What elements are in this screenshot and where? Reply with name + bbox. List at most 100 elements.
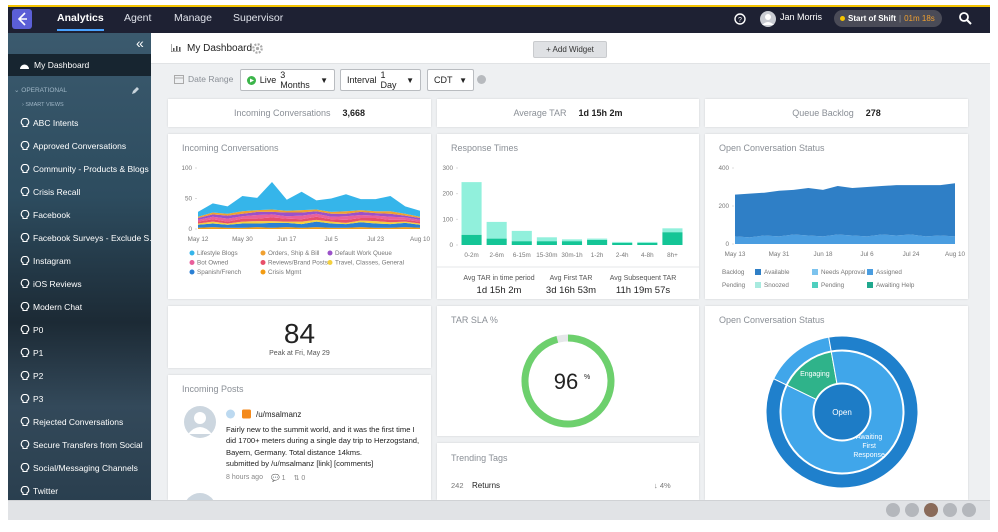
timezone-select[interactable]: CDT ▼: [427, 69, 474, 91]
bulb: [21, 256, 28, 264]
comment-value: 1: [282, 475, 286, 482]
open-chart: 0200400May 13May 31Jun 18Jul 6Jul 24Aug …: [705, 134, 968, 299]
caret: ▼: [320, 76, 328, 85]
bar: [612, 243, 632, 245]
interval-select[interactable]: Interval 1 Day ▼: [340, 69, 421, 91]
x-tick-label: Jul 5: [325, 236, 339, 243]
sidebar-item[interactable]: Social/Messaging Channels: [8, 458, 151, 478]
bulb: [21, 118, 28, 126]
bulb: [21, 210, 28, 218]
sidebar-item-label: Approved Conversations: [33, 141, 126, 151]
stat-value: 1d 15h 2m: [579, 108, 623, 118]
bulb: [21, 394, 28, 402]
bulb: [21, 440, 28, 448]
dashboard-link[interactable]: My Dashboard: [8, 54, 151, 76]
edit-icon[interactable]: [131, 87, 139, 95]
user-name[interactable]: Jan Morris: [780, 12, 822, 22]
bar: [587, 240, 607, 245]
post-submitted: submitted by /u/msalmanz [link] [comment…: [226, 459, 373, 468]
sidebar-item[interactable]: Secure Transfers from Social: [8, 435, 151, 455]
sidebar-item[interactable]: P1: [8, 343, 151, 363]
tag-change-value: 4%: [660, 481, 671, 490]
logo[interactable]: [12, 9, 32, 29]
settings-icon[interactable]: [252, 43, 263, 54]
bulb-icon: [20, 233, 30, 243]
legend-label: Orders, Ship & Bill: [268, 250, 319, 257]
section-label[interactable]: ⌄ OPERATIONAL: [14, 86, 67, 94]
legend-swatch: [812, 282, 818, 288]
legend-label: Awaiting Help: [876, 282, 915, 289]
sidebar-item[interactable]: P0: [8, 320, 151, 340]
share-value: 0: [301, 475, 305, 482]
search-icon[interactable]: [959, 12, 972, 25]
bulb-icon: [20, 325, 30, 335]
legend-swatch: [755, 269, 761, 275]
segment-label: Engaging: [800, 371, 830, 378]
bulb-icon: [20, 141, 30, 151]
sidebar-item[interactable]: P2: [8, 366, 151, 386]
sidebar-item[interactable]: Twitter: [8, 481, 151, 500]
bar: [462, 182, 482, 235]
tag-name[interactable]: Returns: [472, 481, 500, 490]
x-tick-label: 6-15m: [513, 252, 531, 259]
y-tick-label: 0: [449, 242, 453, 249]
stat-label: Average TAR: [513, 108, 566, 118]
sidebar-item[interactable]: Modern Chat: [8, 297, 151, 317]
bulb: [21, 164, 28, 172]
legend-label: Travel, Classes, General: [335, 260, 404, 267]
nav-tab[interactable]: Supervisor: [233, 7, 283, 31]
interval-label: Interval: [347, 75, 377, 85]
x-tick-label: Jul 24: [903, 251, 920, 258]
legend-label: Lifestyle Blogs: [197, 250, 238, 257]
tag-change: ↓ 4%: [654, 481, 671, 490]
nav-tab[interactable]: Manage: [174, 7, 212, 31]
top-nav: ? Jan Morris Start of Shift | 01m 18s An…: [8, 5, 990, 33]
sidebar-item-label: P1: [33, 348, 43, 358]
sidebar-item-label: Twitter: [33, 486, 58, 496]
legend-label: Needs Approval: [821, 269, 865, 276]
area: [735, 235, 955, 245]
bulb-icon: [20, 394, 30, 404]
collapse-button[interactable]: «: [136, 35, 144, 51]
gauge-value: 96: [554, 369, 578, 394]
sidebar-item[interactable]: Crisis Recall: [8, 182, 151, 202]
stat-value: 278: [866, 108, 881, 118]
bar: [462, 235, 482, 245]
help-icon[interactable]: ?: [734, 13, 746, 25]
agent-avatars[interactable]: [884, 502, 984, 519]
stat-label: Incoming Conversations: [234, 108, 331, 118]
legend-swatch: [261, 260, 266, 265]
bulb: [21, 141, 28, 149]
live-label: Live: [260, 75, 277, 85]
period-select[interactable]: Live 3 Months ▼: [240, 69, 335, 91]
add-widget-button[interactable]: + Add Widget: [533, 41, 607, 58]
peak-value: 84: [168, 318, 431, 350]
sidebar-item[interactable]: Facebook Surveys - Exclude S...: [8, 228, 151, 248]
gauge-unit: %: [584, 374, 590, 381]
nav-tab[interactable]: Agent: [124, 7, 151, 31]
sidebar-item-label: Instagram: [33, 256, 71, 266]
shift-pill[interactable]: Start of Shift | 01m 18s: [834, 10, 942, 27]
avatar[interactable]: [760, 11, 776, 27]
sidebar-item[interactable]: Approved Conversations: [8, 136, 151, 156]
sidebar-item[interactable]: iOS Reviews: [8, 274, 151, 294]
header-bar: My Dashboard + Add Widget: [151, 33, 990, 64]
bulb-icon: [20, 187, 30, 197]
sidebar-item[interactable]: P3: [8, 389, 151, 409]
info-icon[interactable]: [477, 75, 486, 84]
subsection-label[interactable]: › SMART VIEWS: [22, 102, 64, 108]
bulb: [21, 279, 28, 287]
sidebar-item[interactable]: Rejected Conversations: [8, 412, 151, 432]
post-author[interactable]: /u/msalmanz: [256, 410, 301, 419]
sidebar-item[interactable]: Instagram: [8, 251, 151, 271]
sidebar-item[interactable]: Community - Products & Blogs: [8, 159, 151, 179]
sidebar-item[interactable]: ABC Intents: [8, 113, 151, 133]
x-tick-label: Jul 23: [367, 236, 384, 243]
bulb-icon: [20, 348, 30, 358]
sidebar-item-label: Crisis Recall: [33, 187, 80, 197]
x-tick-label: Aug 10: [410, 236, 430, 243]
nav-tab[interactable]: Analytics: [57, 7, 104, 31]
sidebar-item[interactable]: Facebook: [8, 205, 151, 225]
caret: ▼: [459, 76, 467, 85]
